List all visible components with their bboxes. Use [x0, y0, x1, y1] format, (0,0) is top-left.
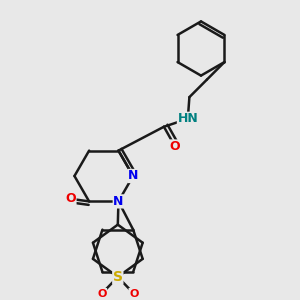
Text: N: N	[128, 169, 138, 182]
Text: O: O	[97, 289, 106, 298]
Text: O: O	[129, 289, 138, 298]
Text: N: N	[113, 195, 124, 208]
Text: O: O	[170, 140, 180, 153]
Text: S: S	[113, 270, 123, 284]
Text: O: O	[65, 192, 76, 205]
Text: HN: HN	[177, 112, 198, 125]
